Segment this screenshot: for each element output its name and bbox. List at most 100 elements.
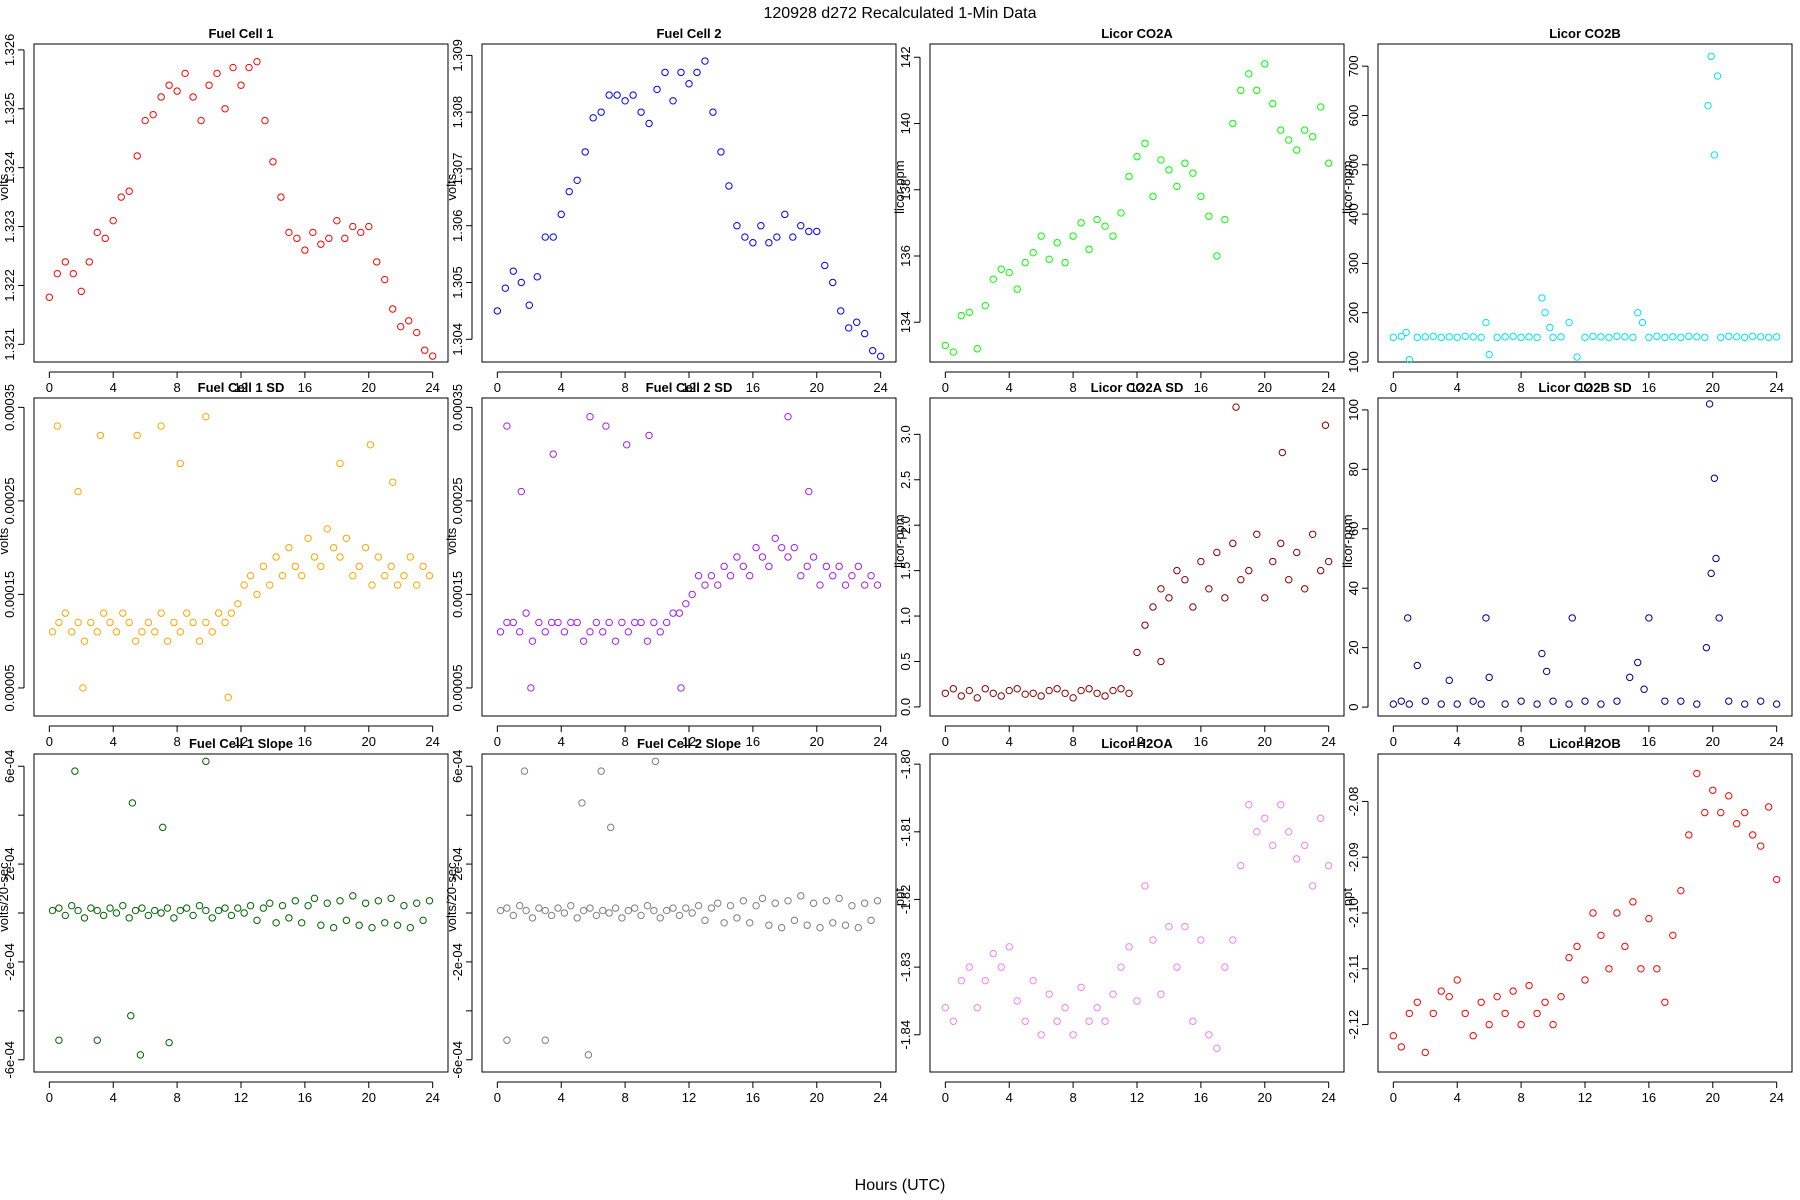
- x-tick-label: 4: [1454, 734, 1461, 749]
- data-point: [227, 911, 236, 920]
- data-point: [342, 534, 351, 542]
- data-point: [48, 906, 57, 915]
- y-tick-label: 142: [898, 46, 913, 68]
- data-point: [397, 322, 405, 331]
- data-point: [790, 916, 799, 925]
- data-point: [1301, 841, 1309, 850]
- data-point: [77, 287, 85, 296]
- data-point: [1756, 842, 1765, 850]
- y-tick-label: -2.10: [1346, 898, 1361, 928]
- data-point: [128, 799, 137, 807]
- data-point: [797, 892, 805, 900]
- data-point: [528, 914, 537, 922]
- data-point: [1093, 689, 1101, 697]
- y-tick-label: 20: [1346, 640, 1361, 654]
- data-point: [643, 637, 652, 645]
- data-point: [650, 618, 658, 627]
- data-point: [101, 234, 109, 243]
- data-point: [1402, 328, 1410, 337]
- chart-panel: Licor CO2A licor-ppm 0 4 8 12 16 20 24 134 136 138 1…: [892, 26, 1345, 395]
- data-point: [182, 904, 191, 912]
- x-tick-label: 24: [1321, 380, 1335, 395]
- data-point: [605, 618, 613, 627]
- data-point: [157, 422, 165, 430]
- x-tick-label: 24: [425, 734, 439, 749]
- data-point: [87, 904, 95, 912]
- data-point: [749, 239, 757, 247]
- data-point: [586, 413, 594, 421]
- data-point: [835, 894, 843, 903]
- data-point: [1117, 685, 1125, 693]
- data-point: [1413, 333, 1421, 342]
- data-point: [643, 901, 652, 910]
- x-tick-label: 8: [1069, 380, 1076, 395]
- data-point: [973, 345, 981, 353]
- data-point: [1677, 697, 1685, 705]
- data-point: [605, 91, 613, 99]
- data-point: [1461, 1009, 1469, 1018]
- data-point: [1165, 594, 1173, 602]
- data-point: [1213, 1044, 1221, 1053]
- data-point: [1704, 101, 1712, 110]
- data-points: [496, 413, 882, 692]
- data-point: [1261, 60, 1269, 68]
- y-tick-label: -2e-04: [2, 943, 17, 981]
- y-tick-label: 6e-04: [2, 750, 17, 783]
- data-point: [224, 693, 232, 701]
- data-point: [176, 906, 185, 915]
- data-point: [650, 906, 658, 915]
- data-point: [677, 68, 685, 77]
- data-point: [125, 187, 133, 195]
- data-point: [285, 543, 293, 552]
- data-point: [682, 904, 690, 912]
- y-axis-label: volts: [0, 173, 11, 200]
- data-point: [1597, 333, 1605, 341]
- data-point: [567, 618, 575, 627]
- data-point: [1710, 151, 1719, 159]
- data-point: [317, 240, 325, 248]
- data-point: [1316, 566, 1325, 575]
- data-point: [1421, 1048, 1429, 1057]
- data-point: [67, 628, 76, 636]
- x-tick-label: 4: [1454, 1090, 1461, 1105]
- data-point: [1397, 697, 1406, 705]
- data-point: [133, 431, 141, 440]
- data-point: [949, 348, 958, 356]
- data-point: [1141, 139, 1149, 148]
- data-point: [522, 906, 530, 915]
- data-point: [813, 227, 821, 236]
- data-point: [1589, 909, 1597, 917]
- plot-frame: [929, 397, 1345, 717]
- x-tick-label: 20: [362, 380, 376, 395]
- data-point: [714, 899, 722, 907]
- data-point: [1261, 814, 1269, 822]
- data-point: [784, 897, 792, 905]
- data-point: [611, 637, 620, 645]
- x-tick-label: 24: [873, 380, 887, 395]
- data-point: [125, 914, 133, 922]
- data-point: [1713, 72, 1722, 80]
- data-point: [1437, 333, 1445, 342]
- data-point: [208, 914, 216, 922]
- plot-frame: [929, 753, 1345, 1073]
- y-tick-label: -2.12: [1346, 1010, 1361, 1040]
- data-point: [771, 534, 779, 542]
- data-point: [624, 628, 633, 636]
- x-tick-label: 0: [46, 380, 53, 395]
- data-point: [1293, 146, 1301, 154]
- data-point: [845, 324, 853, 332]
- data-point: [1053, 239, 1061, 247]
- data-point: [592, 618, 601, 627]
- data-point: [1029, 976, 1037, 985]
- data-point: [517, 278, 525, 287]
- data-point: [301, 246, 309, 254]
- x-tick-label: 12: [1130, 734, 1144, 749]
- data-point: [653, 85, 661, 94]
- data-point: [1477, 998, 1485, 1006]
- data-point: [293, 234, 301, 243]
- data-point: [227, 609, 236, 617]
- data-point: [412, 899, 421, 907]
- y-tick-label: 1.304: [450, 323, 465, 356]
- data-point: [694, 901, 703, 910]
- data-point: [159, 823, 167, 832]
